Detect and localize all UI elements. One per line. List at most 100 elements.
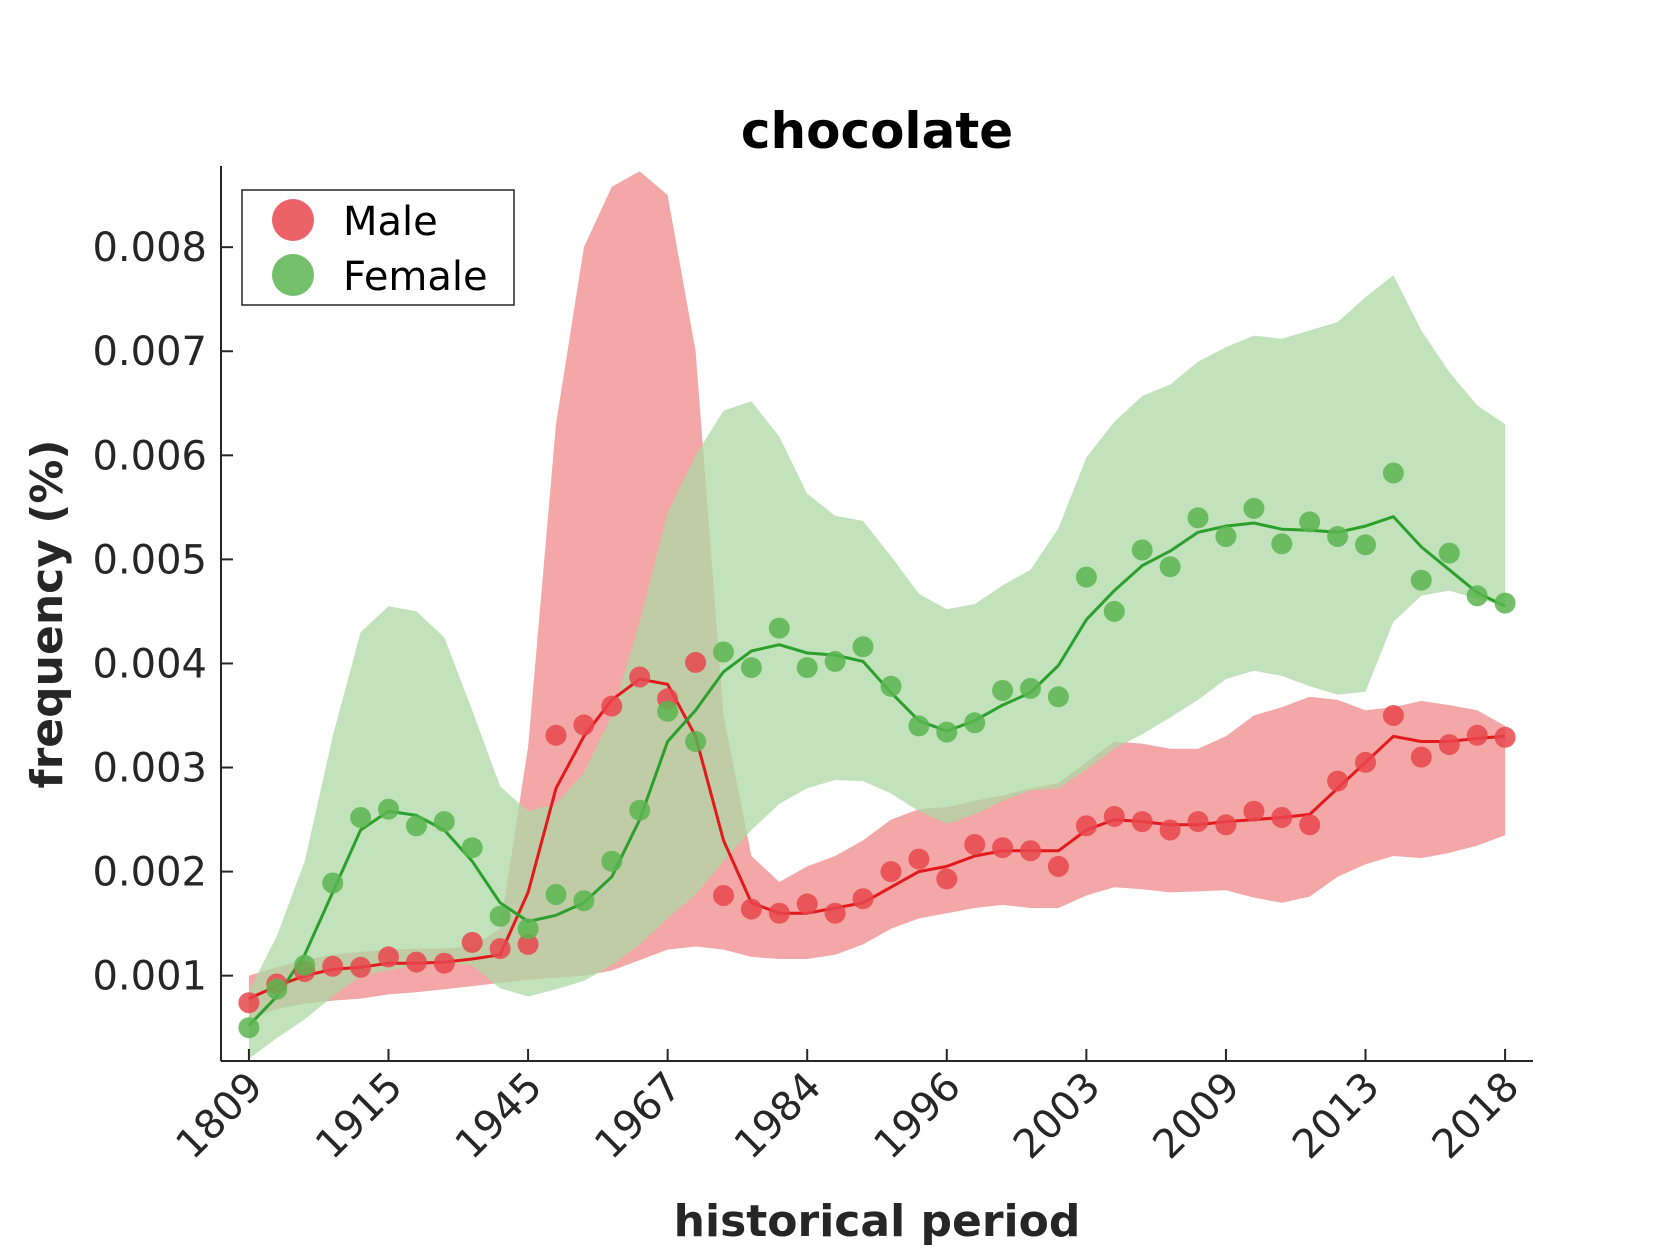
point-female-41: [1382, 462, 1404, 484]
point-male-7: [433, 952, 455, 974]
point-male-16: [685, 651, 707, 673]
point-male-8: [461, 931, 483, 953]
point-female-27: [992, 680, 1014, 701]
point-female-16: [685, 731, 707, 752]
point-female-14: [629, 799, 651, 821]
point-female-40: [1355, 534, 1376, 556]
point-male-36: [1243, 800, 1265, 822]
y-tick-label-5: 0.006: [92, 433, 207, 479]
point-male-27: [992, 837, 1014, 859]
point-male-10: [517, 933, 539, 955]
point-female-35: [1215, 526, 1237, 547]
y-tick-label-4: 0.005: [92, 537, 207, 583]
point-male-44: [1466, 724, 1488, 746]
point-male-5: [378, 946, 399, 968]
point-female-15: [657, 700, 679, 722]
point-female-11: [545, 884, 567, 905]
legend-label-female: Female: [343, 254, 488, 300]
point-female-38: [1299, 511, 1321, 533]
point-male-18: [740, 898, 762, 920]
legend-label-male: Male: [343, 199, 438, 245]
legend: Male Female: [241, 189, 515, 306]
point-female-10: [517, 918, 539, 940]
point-female-45: [1494, 592, 1516, 614]
y-axis-label: frequency (%): [22, 439, 73, 788]
point-male-25: [936, 868, 958, 890]
point-female-1: [266, 978, 288, 1000]
point-male-4: [350, 956, 372, 978]
point-male-39: [1327, 770, 1349, 792]
point-female-33: [1159, 556, 1181, 578]
point-female-21: [824, 650, 846, 672]
point-female-44: [1466, 585, 1488, 607]
point-female-42: [1410, 569, 1432, 591]
point-female-31: [1103, 600, 1125, 622]
point-female-0: [238, 1017, 260, 1039]
point-male-38: [1299, 814, 1321, 836]
y-tick-label-7: 0.008: [92, 225, 207, 271]
point-male-34: [1187, 811, 1209, 833]
trend-lines: [247, 515, 1506, 1027]
point-female-26: [964, 712, 986, 734]
point-male-33: [1159, 819, 1181, 841]
point-female-37: [1271, 533, 1293, 555]
point-female-5: [378, 798, 399, 820]
data-points: [238, 462, 1516, 1039]
y-ticks: 0.001 0.002 0.003 0.004 0.005 0.006 0.007 0.008: [92, 225, 233, 1000]
y-tick-label-6: 0.007: [92, 329, 207, 375]
point-female-17: [713, 641, 734, 663]
point-female-13: [601, 850, 623, 872]
point-female-30: [1075, 566, 1097, 588]
confidence-bands: [248, 171, 1506, 1059]
point-female-9: [489, 905, 511, 927]
point-male-32: [1131, 811, 1153, 833]
point-female-28: [1020, 677, 1041, 699]
point-male-0: [238, 992, 260, 1014]
point-female-12: [573, 890, 595, 912]
point-female-4: [350, 807, 372, 828]
point-female-39: [1327, 526, 1349, 547]
point-male-31: [1103, 805, 1125, 827]
trend-line-male: [248, 677, 1506, 1000]
point-male-9: [489, 938, 511, 960]
point-male-22: [852, 888, 874, 910]
point-male-17: [713, 885, 734, 906]
point-male-11: [545, 724, 567, 746]
y-tick-label-3: 0.004: [92, 641, 207, 687]
point-male-28: [1020, 840, 1041, 862]
plot-area: [238, 171, 1516, 1059]
point-male-6: [405, 951, 427, 973]
point-male-29: [1047, 855, 1069, 877]
point-female-36: [1243, 497, 1265, 519]
y-tick-label-1: 0.002: [92, 850, 207, 896]
legend-marker-male: [272, 199, 314, 241]
point-male-40: [1355, 751, 1376, 773]
point-female-2: [294, 954, 316, 976]
point-female-18: [740, 657, 762, 679]
y-tick-label-2: 0.003: [92, 746, 207, 792]
point-male-21: [824, 902, 846, 924]
point-male-45: [1494, 726, 1516, 748]
point-male-26: [964, 834, 986, 855]
point-male-3: [322, 955, 344, 977]
point-female-20: [796, 657, 818, 679]
point-male-35: [1215, 814, 1237, 836]
y-tick-label-0: 0.001: [92, 954, 207, 1000]
point-male-30: [1075, 815, 1097, 837]
point-female-24: [908, 715, 930, 737]
point-female-43: [1438, 542, 1460, 564]
point-male-42: [1410, 746, 1432, 768]
point-male-43: [1438, 734, 1460, 756]
point-male-37: [1271, 807, 1293, 828]
legend-marker-female: [272, 254, 314, 296]
point-female-22: [852, 636, 874, 658]
point-male-24: [908, 848, 930, 870]
point-female-23: [880, 675, 902, 697]
point-female-29: [1047, 686, 1069, 708]
point-female-3: [322, 872, 344, 894]
x-axis-label: historical period: [674, 1196, 1081, 1247]
point-female-25: [936, 721, 958, 743]
trend-line-female: [247, 515, 1506, 1027]
point-female-6: [405, 815, 427, 837]
